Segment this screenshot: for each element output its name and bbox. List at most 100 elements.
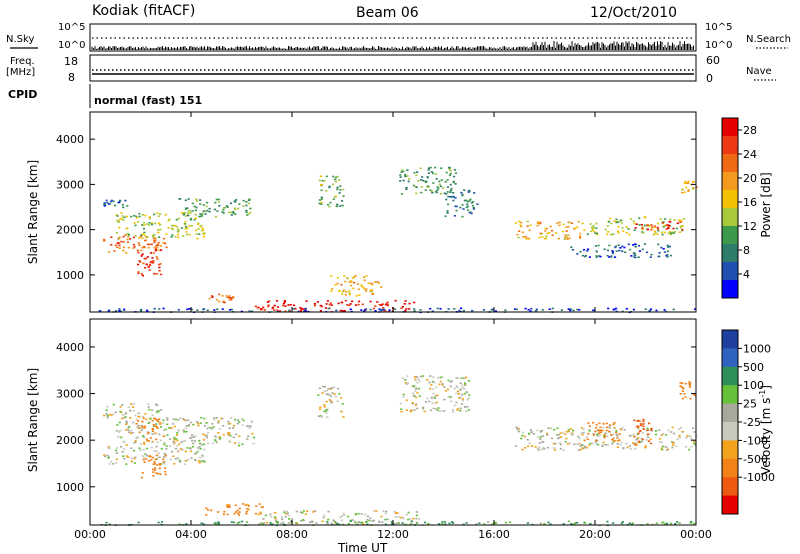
power-plot-cell [522, 236, 525, 238]
power-plot-cell [138, 244, 141, 246]
power-plot-cell [663, 251, 666, 253]
power-plot-cell [114, 204, 117, 207]
power-plot-cell [160, 249, 163, 251]
power-plot-cell [615, 250, 618, 252]
power-plot-cell [148, 216, 151, 218]
vel-plot-cell [517, 430, 521, 433]
vel-plot-cell [562, 523, 565, 525]
power-plot-cell [343, 309, 346, 312]
power-plot-cell [118, 244, 121, 247]
vel-plot-cell [432, 392, 435, 395]
power-plot-cell [263, 309, 266, 311]
vel-plot-cell [672, 442, 675, 444]
vel-plot-cell [654, 433, 658, 436]
vel-plot-cell [567, 430, 570, 433]
power-plot-cell [541, 309, 544, 311]
power-heatmap [98, 166, 698, 314]
power-plot-cell [363, 279, 366, 282]
vel-plot-cell [634, 442, 637, 444]
vel-plot-cell [166, 423, 169, 426]
power-plot-cell [195, 229, 198, 232]
vel-plot-cell [599, 426, 602, 429]
vel-plot-cell [690, 445, 693, 448]
vel-plot-cell [539, 436, 542, 438]
power-plot-cell [381, 303, 384, 305]
vel-plot-cell [410, 409, 413, 412]
vel-plot-cell [269, 513, 272, 516]
vel-plot-cell [189, 450, 193, 453]
vel-plot-cell [414, 390, 417, 392]
power-plot-cell [567, 308, 570, 310]
vel-plot-cell [357, 512, 360, 515]
vel-plot-cell [215, 436, 218, 439]
vel-plot-cell [360, 513, 363, 515]
power-plot-cell [196, 237, 199, 240]
power-plot-cell [607, 231, 610, 233]
vel-plot-cell [598, 422, 601, 425]
power-plot-cell [608, 220, 611, 223]
vel-plot-cell [186, 447, 189, 449]
vel-plot-cell [508, 521, 512, 523]
power-plot-cell [443, 192, 446, 195]
vel-plot-cell [664, 434, 668, 436]
vel-plot-cell [164, 454, 167, 457]
power-plot-cell [157, 249, 160, 251]
vel-plot-cell [145, 418, 148, 421]
vel-plot-cell [660, 434, 663, 436]
power-plot-cell [202, 204, 205, 206]
power-plot-cell [615, 307, 618, 310]
vel-plot-cell [450, 400, 453, 402]
vel-plot-cell [637, 426, 640, 429]
vel-plot-cell [554, 442, 557, 445]
vel-plot-cell [155, 423, 158, 425]
power-plot-cell [515, 308, 518, 311]
power-plot-cell [650, 253, 653, 256]
power-plot-cell [160, 273, 163, 276]
vel-plot-cell [185, 523, 188, 525]
power-plot-cell [651, 226, 654, 228]
vel-plot-cell [274, 519, 277, 522]
power-plot-cell [429, 307, 432, 310]
vel-plot-cell [202, 523, 205, 525]
power-plot-cell [593, 230, 596, 233]
power-plot-cell [536, 222, 539, 224]
power-plot-cell [400, 307, 403, 309]
power-plot-cell [133, 214, 136, 217]
vel-plot-cell [439, 410, 442, 412]
vel-plot-cell [399, 402, 402, 405]
power-plot-cell [149, 263, 152, 266]
vel-plot-cell [157, 433, 160, 435]
power-plot-cell [336, 203, 339, 206]
power-plot-cell [276, 309, 279, 311]
vel-plot-cell [198, 446, 201, 448]
power-plot-cell [673, 231, 677, 233]
vel-plot-cell [142, 435, 145, 437]
vel-plot-cell [234, 511, 237, 513]
velocity-colorbar-swatch [722, 440, 738, 460]
vel-plot-cell [283, 510, 286, 513]
vel-plot-cell [329, 394, 332, 397]
vel-plot-cell [205, 507, 208, 510]
power-plot-cell [313, 302, 316, 305]
vel-plot-cell [123, 457, 126, 460]
vel-plot-cell [448, 522, 451, 525]
power-plot-cell [449, 191, 452, 193]
vel-plot-cell [210, 509, 213, 512]
vel-plot-cell [143, 443, 146, 445]
vel-plot-cell [688, 384, 691, 386]
vel-plot-cell [115, 462, 118, 464]
power-plot-cell [617, 221, 620, 223]
power-plot-cell [565, 237, 568, 239]
power-plot-cell [171, 224, 174, 227]
power-colorbar-swatch [722, 208, 738, 227]
vel-plot-cell [415, 522, 418, 524]
vel-plot-cell [143, 441, 146, 444]
vel-plot-cell [111, 463, 115, 465]
power-plot-cell [165, 233, 168, 235]
vel-plot-cell [121, 451, 124, 453]
vel-plot-cell [162, 422, 165, 424]
vel-plot-cell [141, 420, 144, 423]
vel-plot-cell [114, 411, 117, 414]
power-plot-cell [666, 256, 669, 258]
vel-plot-cell [152, 428, 155, 430]
